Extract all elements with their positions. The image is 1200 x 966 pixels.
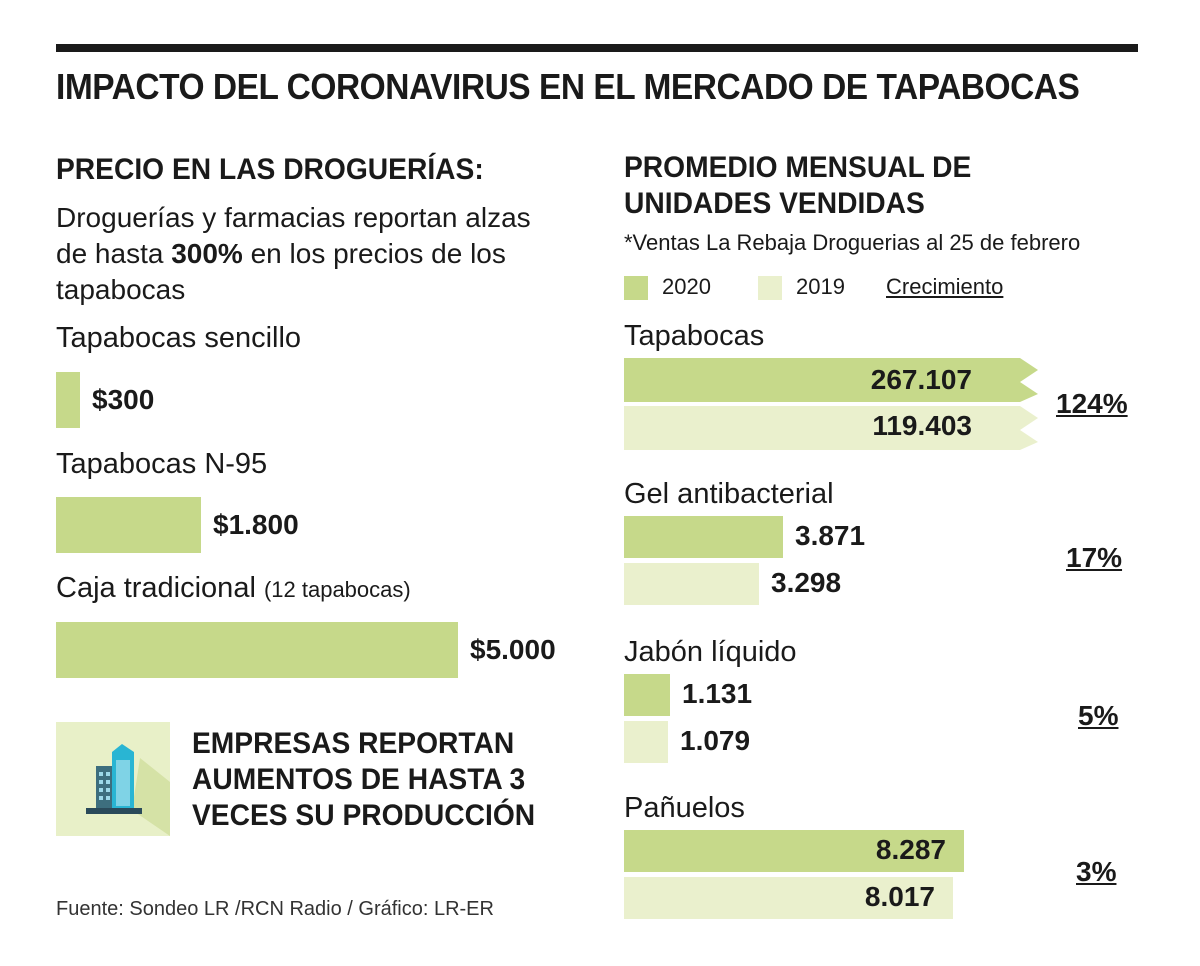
growth-panuelos: 3%	[1076, 856, 1117, 887]
price-bar-sencillo	[56, 372, 80, 428]
category-label-panuelos: Pañuelos	[624, 792, 745, 824]
bar-2020-gel	[624, 516, 783, 558]
legend-label-growth: Crecimiento	[886, 274, 1004, 299]
legend-label-2020: 2020	[662, 274, 711, 299]
main-title: IMPACTO DEL CORONAVIRUS EN EL MERCADO DE…	[56, 66, 1080, 107]
bar-label-2019-tapabocas: 119.403	[872, 410, 972, 441]
growth-tapabocas: 124%	[1056, 388, 1128, 419]
bar-2019-panuelos	[624, 877, 953, 919]
price-value-caja: $5.000	[470, 634, 556, 665]
bar-label-2020-jabon: 1.131	[682, 678, 753, 709]
bar-label-2019-jabon: 1.079	[680, 725, 751, 756]
bar-label-2020-tapabocas: 267.107	[870, 364, 972, 395]
price-value-n95: $1.800	[213, 509, 299, 540]
bar-2019-jabon	[624, 721, 668, 763]
legend-label-2019: 2019	[796, 274, 845, 299]
price-description: Droguerías y farmacias reportan alzas de…	[56, 200, 556, 308]
callout-line-1: EMPRESAS REPORTAN	[192, 727, 515, 760]
growth-jabon: 5%	[1078, 700, 1119, 731]
bar-2019-tapabocas	[624, 406, 1038, 450]
category-label-jabon: Jabón líquido	[624, 636, 797, 668]
top-rule	[56, 44, 1138, 52]
price-label-sencillo: Tapabocas sencillo	[56, 322, 302, 354]
price-bar-caja	[56, 622, 458, 678]
bar-2019-gel	[624, 563, 759, 605]
bar-label-2020-gel: 3.871	[795, 520, 866, 551]
tapabocas-bars	[624, 358, 1038, 450]
legend-swatch-2019	[758, 276, 782, 300]
callout-line-3: VECES SU PRODUCCIÓN	[192, 799, 536, 832]
growth-gel: 17%	[1066, 542, 1123, 573]
price-bar-n95	[56, 497, 201, 553]
price-value-sencillo: $300	[92, 384, 155, 415]
category-label-gel: Gel antibacterial	[624, 478, 834, 510]
price-label-caja-note: (12 tapabocas)	[263, 577, 411, 602]
units-note: *Ventas La Rebaja Droguerias al 25 de fe…	[624, 230, 1081, 255]
units-heading-2: UNIDADES VENDIDAS	[624, 187, 925, 220]
bar-2020-panuelos	[624, 830, 964, 872]
source-credit: Fuente: Sondeo LR /RCN Radio / Gráfico: …	[56, 898, 494, 920]
bar-2020-tapabocas	[624, 358, 1038, 402]
bar-label-2019-gel: 3.298	[771, 567, 842, 598]
desc-text-1: Droguerías y farmacias reportan alzas de…	[56, 202, 531, 269]
price-heading: PRECIO EN LAS DROGUERÍAS:	[56, 153, 484, 186]
desc-bold: 300%	[171, 238, 243, 269]
units-heading-1: PROMEDIO MENSUAL DE	[624, 151, 972, 184]
bar-2020-jabon	[624, 674, 670, 716]
callout-line-2: AUMENTOS DE HASTA 3	[192, 763, 526, 796]
building-icon	[56, 722, 170, 836]
callout-text: EMPRESAS REPORTAN AUMENTOS DE HASTA 3 VE…	[192, 726, 535, 834]
price-label-n95: Tapabocas N-95	[56, 448, 268, 480]
legend-swatch-2020	[624, 276, 648, 300]
category-label-tapabocas: Tapabocas	[624, 320, 765, 352]
bar-label-2019-panuelos: 8.017	[864, 881, 935, 912]
price-label-caja: Caja tradicional (12 tapabocas)	[56, 572, 411, 604]
bar-label-2020-panuelos: 8.287	[875, 834, 946, 865]
desc-text-2: en los precios de los tapabocas	[56, 238, 506, 305]
